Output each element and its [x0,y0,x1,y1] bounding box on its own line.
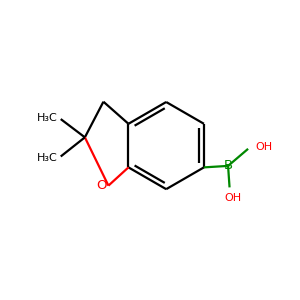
Text: OH: OH [224,193,241,203]
Text: H₃C: H₃C [36,153,57,163]
Text: O: O [97,178,107,191]
Text: B: B [224,159,232,172]
Text: H₃C: H₃C [36,113,57,123]
Text: OH: OH [256,142,273,152]
